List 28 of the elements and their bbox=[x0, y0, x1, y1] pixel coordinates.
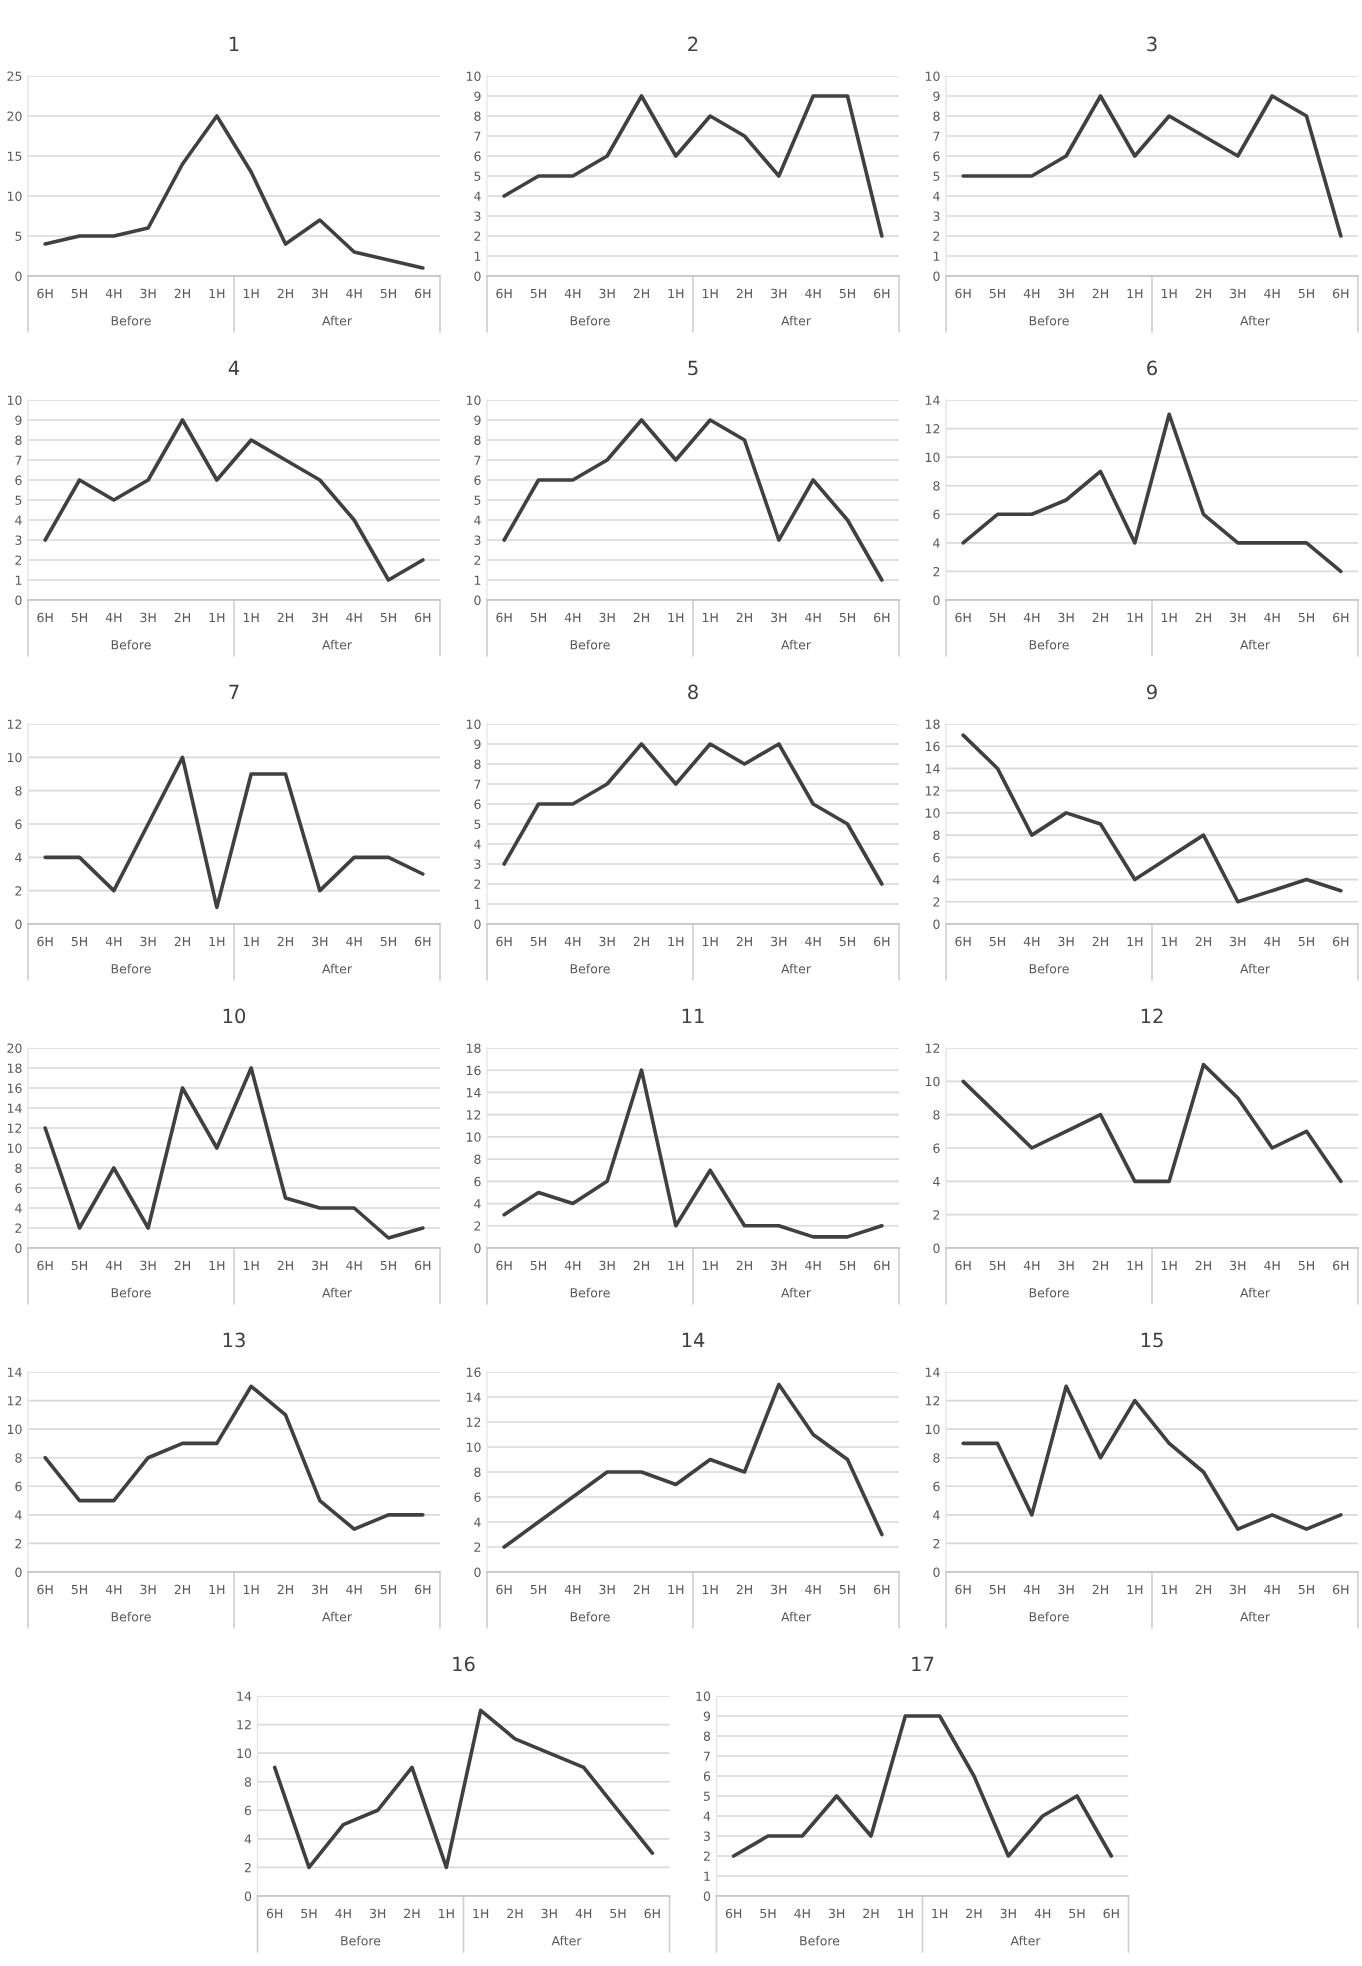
line-series bbox=[961, 94, 1343, 238]
chart-title: 15 bbox=[1141, 1332, 1163, 1348]
chart-title: 9 bbox=[1147, 684, 1157, 700]
chart-title: 6 bbox=[1147, 360, 1157, 376]
chart-title: 12 bbox=[1141, 1008, 1163, 1023]
line-series bbox=[43, 418, 425, 582]
line-series bbox=[731, 1714, 1114, 1858]
line-series bbox=[272, 1708, 655, 1870]
line-series bbox=[502, 1068, 884, 1239]
chart-title: 11 bbox=[682, 1008, 704, 1023]
line-series bbox=[961, 733, 1343, 904]
line-series bbox=[502, 742, 884, 886]
chart-title: 3 bbox=[1147, 36, 1157, 52]
chart-title: 13 bbox=[223, 1332, 245, 1348]
chart-title: 8 bbox=[688, 684, 698, 700]
line-series bbox=[961, 1062, 1343, 1184]
line-series bbox=[502, 94, 884, 238]
line-series bbox=[43, 755, 425, 910]
line-series bbox=[43, 1384, 425, 1531]
line-series bbox=[502, 1382, 884, 1549]
chart-title: 2 bbox=[688, 36, 698, 51]
line-series bbox=[43, 1066, 425, 1240]
line-series bbox=[502, 418, 884, 582]
chart-title: 5 bbox=[688, 360, 698, 376]
line-series bbox=[961, 412, 1343, 574]
chart-title: 17 bbox=[912, 1656, 934, 1671]
line-series bbox=[43, 114, 425, 270]
line-series bbox=[961, 1384, 1343, 1531]
